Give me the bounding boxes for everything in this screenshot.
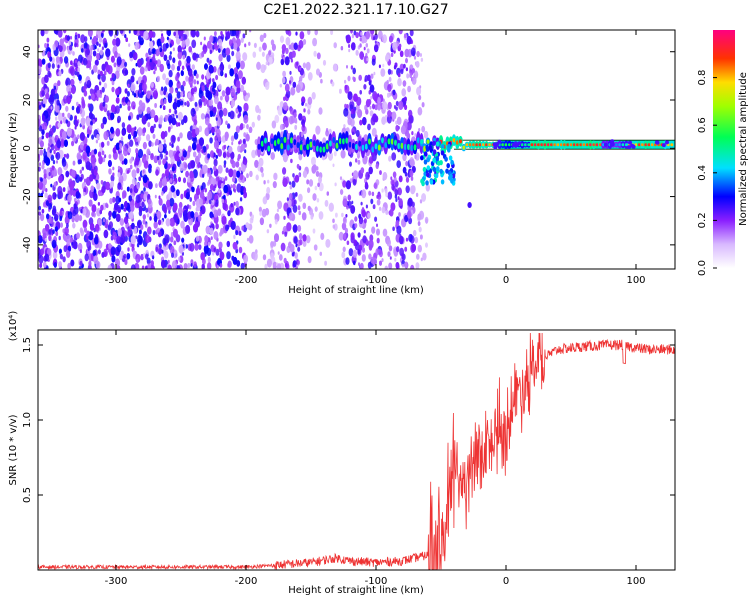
snr-plot-area	[38, 330, 675, 570]
spectrogram-y-tick-label: -20	[22, 188, 33, 204]
snr-x-tick-label: -200	[235, 576, 258, 587]
spectrogram-frame	[37, 29, 676, 270]
spectrogram-y-ticks: -40 -20 0 20 40	[22, 45, 675, 253]
spectrogram-y-tick-label: 40	[22, 45, 33, 58]
spectrogram-y-tick-label: 20	[22, 94, 33, 107]
colorbar-tick-label: 0.4	[697, 165, 708, 181]
colorbar: 0.0 0.2 0.4 0.6 0.8 Normalized spectral ampl…	[697, 30, 749, 276]
colorbar-tick-label: 0.2	[697, 212, 708, 228]
spectrogram-x-tick-label: -300	[105, 275, 128, 286]
spectrogram-signal-band	[256, 129, 675, 209]
snr-series-line	[38, 332, 675, 570]
spectrogram-x-tick-label: -100	[365, 275, 388, 286]
colorbar-tick-label: 0.6	[697, 117, 708, 133]
snr-x-tick-label: -100	[365, 576, 388, 587]
spectrogram-y-tick-label: 0	[22, 145, 33, 151]
snr-y-tick-label: 1.0	[22, 412, 33, 428]
snr-x-ticks: -300 -200 -100 0 100	[105, 330, 646, 587]
snr-y-tick-label: 1.5	[22, 337, 33, 353]
snr-x-label: Height of straight line (km)	[288, 585, 424, 596]
spectrogram-x-tick-label: -200	[235, 275, 258, 286]
colorbar-tick-label: 0.8	[697, 70, 708, 86]
spectrogram-y-tick-label: -40	[22, 237, 33, 253]
spectrogram-x-label: Height of straight line (km)	[288, 285, 424, 296]
spectrogram-y-label: Frequency (Hz)	[8, 112, 19, 188]
snr-y-ticks: 0.5 1.0 1.5	[22, 337, 675, 503]
snr-y-tick-label: 0.5	[22, 487, 33, 503]
colorbar-ticks: 0.0 0.2 0.4 0.6 0.8	[697, 70, 717, 276]
colorbar-gradient	[713, 30, 735, 268]
figure-title: C2E1.2022.321.17.10.G27	[263, 2, 448, 18]
snr-y-exponent: (x10⁴)	[8, 311, 19, 342]
snr-x-tick-label: -300	[105, 576, 128, 587]
spectrogram-x-tick-label: 100	[626, 275, 645, 286]
snr-x-tick-label: 100	[626, 576, 645, 587]
spectrogram-x-ticks: -300 -200 -100 0 100	[105, 30, 646, 286]
snr-x-tick-label: 0	[503, 576, 509, 587]
snr-panel: -300 -200 -100 0 100 0.5 1.0 1.5 Height of str…	[8, 311, 676, 596]
snr-y-label: SNR (10 * v/v)	[8, 414, 19, 485]
spectrogram-x-tick-label: 0	[503, 275, 509, 286]
colorbar-label: Normalized spectral amplitude	[738, 72, 749, 226]
snr-frame	[37, 329, 676, 571]
colorbar-tick-label: 0.0	[697, 260, 708, 276]
